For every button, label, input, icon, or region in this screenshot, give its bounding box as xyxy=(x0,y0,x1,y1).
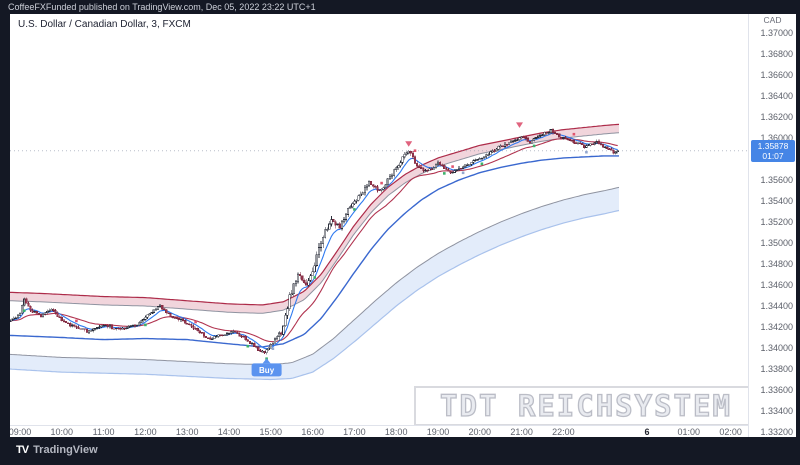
time-axis-label: 18:00 xyxy=(384,427,408,437)
time-axis-label: 16:00 xyxy=(301,427,324,437)
sell-arrow-icon xyxy=(405,141,413,147)
time-axis-label: 20:00 xyxy=(468,427,492,437)
price-axis-label: 1.36000 xyxy=(760,133,793,143)
price-axis-label: 1.36400 xyxy=(760,91,793,101)
time-axis-label: 11:00 xyxy=(92,427,115,437)
time-axis-label: 12:00 xyxy=(134,427,157,437)
current-price-badge: 1.35878 01:07 xyxy=(751,139,795,162)
price-axis-label: 1.35200 xyxy=(760,217,793,227)
price-axis[interactable]: CAD 1.35878 01:07 1.37000 1.36800 1.36600 1… xyxy=(748,14,796,437)
price-axis-label: 1.33200 xyxy=(760,427,793,437)
time-axis-label: 19:00 xyxy=(426,427,450,437)
time-axis-label: 21:00 xyxy=(510,427,533,437)
svg-text:Buy: Buy xyxy=(259,366,275,375)
price-axis-label: 1.35000 xyxy=(760,238,793,248)
time-axis-label: 01:00 xyxy=(677,427,701,437)
tradingview-monogram-icon: TV xyxy=(16,444,29,456)
price-axis-label: 1.37000 xyxy=(760,28,793,38)
price-axis-label: 1.33400 xyxy=(760,406,793,416)
price-axis-label: 1.36800 xyxy=(760,49,793,59)
time-axis-label: 14:00 xyxy=(217,427,241,437)
price-axis-label: 1.33800 xyxy=(760,364,793,374)
tradingview-wordmark: TradingView xyxy=(33,444,98,456)
time-axis-label: 17:00 xyxy=(343,427,366,437)
time-axis-label: 02:00 xyxy=(719,427,742,437)
bar-countdown: 01:07 xyxy=(762,150,784,161)
price-axis-label: 1.35400 xyxy=(760,196,793,206)
price-axis-label: 1.34200 xyxy=(760,322,793,332)
time-axis-label: 6 xyxy=(644,427,650,437)
time-axis[interactable]: 09:00 10:00 11:00 12:00 13:00 14:00 15:00 16:00… xyxy=(10,425,748,437)
candlestick-plot[interactable]: Buy xyxy=(10,14,748,425)
price-axis-label: 1.34400 xyxy=(760,301,793,311)
attribution-bar: CoffeeFXFunded published on TradingView.… xyxy=(0,0,800,14)
price-axis-label: 1.34800 xyxy=(760,259,793,269)
time-axis-label: 09:00 xyxy=(10,427,32,437)
price-axis-label: 1.36200 xyxy=(760,112,793,122)
attribution-text: CoffeeFXFunded published on TradingView.… xyxy=(8,2,316,12)
sell-arrow-icon xyxy=(516,122,523,128)
price-axis-label: 1.34600 xyxy=(760,280,793,290)
chart-area: TDT REICHSYSTEM Buy U.S. Dollar / Canadi… xyxy=(10,14,796,437)
currency-label: CAD xyxy=(763,15,782,25)
current-price: 1.35878 xyxy=(757,140,789,151)
buy-marker: Buy xyxy=(251,358,282,377)
time-axis-label: 22:00 xyxy=(552,427,575,437)
symbol-title: U.S. Dollar / Canadian Dollar, 3, FXCM xyxy=(18,19,191,30)
tradingview-logo[interactable]: TV TradingView xyxy=(16,444,98,456)
price-axis-label: 1.35600 xyxy=(760,175,793,185)
price-axis-label: 1.34000 xyxy=(760,343,793,353)
price-axis-label: 1.36600 xyxy=(760,70,793,80)
time-axis-label: 15:00 xyxy=(259,427,283,437)
time-axis-label: 13:00 xyxy=(175,427,199,437)
price-axis-label: 1.33600 xyxy=(760,385,793,395)
time-axis-label: 10:00 xyxy=(50,427,74,437)
footer-bar: TV TradingView xyxy=(0,437,800,465)
